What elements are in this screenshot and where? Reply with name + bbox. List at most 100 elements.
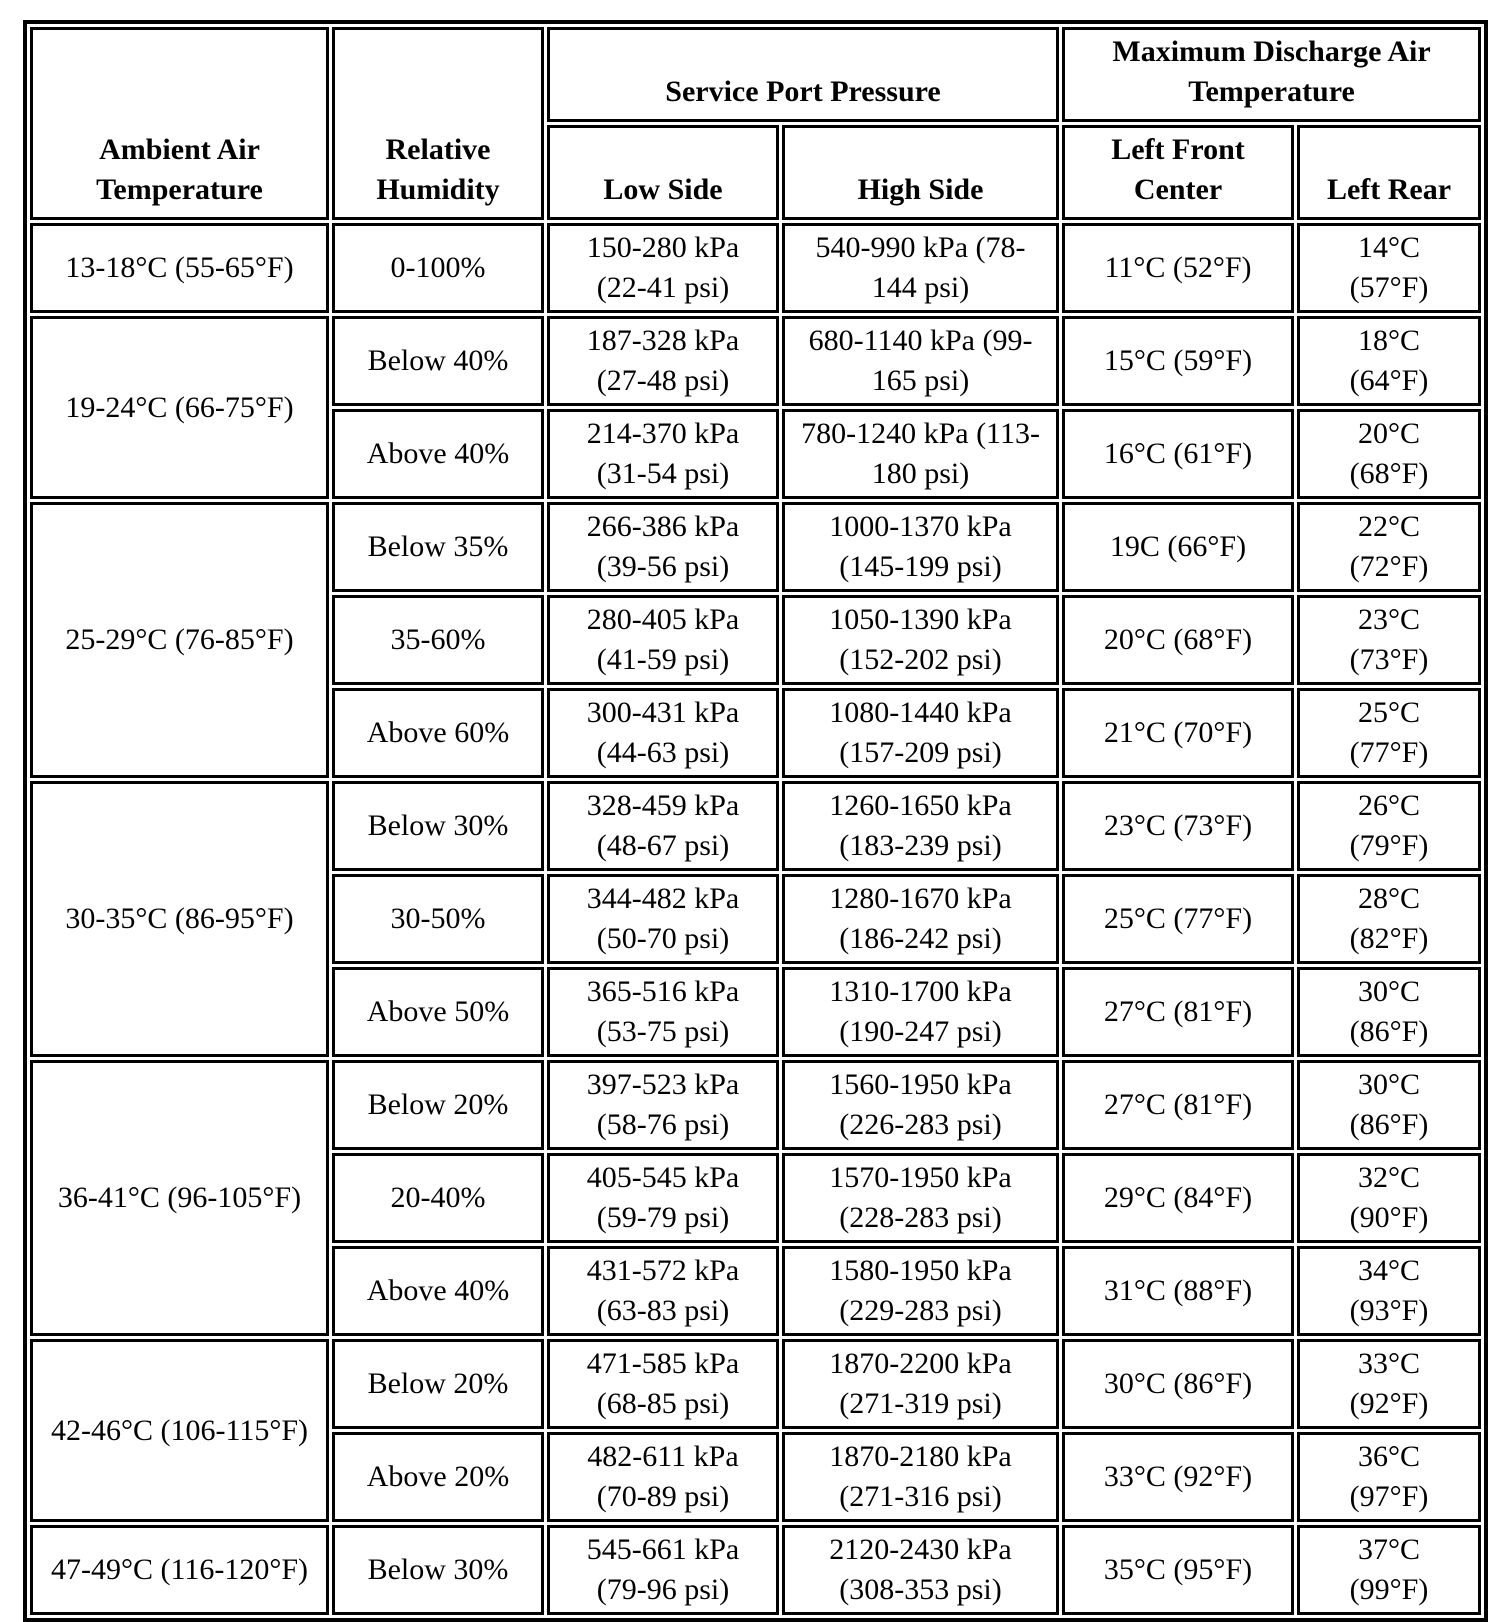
left-rear-cell: 23°C (73°F): [1297, 595, 1482, 685]
header-low-side: Low Side: [547, 125, 779, 220]
left-front-center-cell: 27°C (81°F): [1062, 1060, 1295, 1150]
humidity-cell: Above 40%: [332, 1246, 544, 1336]
high-side-cell: 1560-1950 kPa (226-283 psi): [782, 1060, 1060, 1150]
high-side-cell: 2120-2430 kPa (308-353 psi): [782, 1525, 1060, 1615]
low-side-cell: 405-545 kPa (59-79 psi): [547, 1153, 779, 1243]
left-rear-cell: 34°C (93°F): [1297, 1246, 1482, 1336]
humidity-cell: 30-50%: [332, 874, 544, 964]
ambient-temp-cell: 36-41°C (96-105°F): [30, 1060, 329, 1336]
high-side-cell: 1050-1390 kPa (152-202 psi): [782, 595, 1060, 685]
ambient-temp-cell: 30-35°C (86-95°F): [30, 781, 329, 1057]
left-rear-cell: 30°C (86°F): [1297, 1060, 1482, 1150]
low-side-cell: 150-280 kPa (22-41 psi): [547, 223, 779, 313]
low-side-cell: 266-386 kPa (39-56 psi): [547, 502, 779, 592]
humidity-cell: Below 30%: [332, 781, 544, 871]
header-left-front-center: Left Front Center: [1062, 125, 1295, 220]
left-front-center-cell: 27°C (81°F): [1062, 967, 1295, 1057]
left-front-center-cell: 21°C (70°F): [1062, 688, 1295, 778]
table-row: Above 20% 482-611 kPa (70-89 psi) 1870-2…: [30, 1432, 1482, 1522]
header-left-rear: Left Rear: [1297, 125, 1482, 220]
left-rear-cell: 22°C (72°F): [1297, 502, 1482, 592]
table-row: Above 40% 431-572 kPa (63-83 psi) 1580-1…: [30, 1246, 1482, 1336]
low-side-cell: 471-585 kPa (68-85 psi): [547, 1339, 779, 1429]
left-rear-cell: 30°C (86°F): [1297, 967, 1482, 1057]
header-maximum-discharge-air-temperature: Maximum Discharge Air Temperature: [1062, 27, 1482, 122]
high-side-cell: 1260-1650 kPa (183-239 psi): [782, 781, 1060, 871]
table-row: 30-35°C (86-95°F) Below 30% 328-459 kPa …: [30, 781, 1482, 1057]
humidity-cell: 35-60%: [332, 595, 544, 685]
high-side-cell: 1870-2200 kPa (271-319 psi): [782, 1339, 1060, 1429]
left-rear-cell: 32°C (90°F): [1297, 1153, 1482, 1243]
low-side-cell: 545-661 kPa (79-96 psi): [547, 1525, 779, 1615]
table-row: Above 60% 300-431 kPa (44-63 psi) 1080-1…: [30, 688, 1482, 778]
left-rear-cell: 36°C (97°F): [1297, 1432, 1482, 1522]
table-row: 25-29°C (76-85°F) Below 35% 266-386 kPa …: [30, 502, 1482, 778]
table-row: 30-50% 344-482 kPa (50-70 psi) 1280-1670…: [30, 874, 1482, 964]
ambient-temp-cell: 25-29°C (76-85°F): [30, 502, 329, 778]
low-side-cell: 187-328 kPa (27-48 psi): [547, 316, 779, 406]
left-rear-cell: 25°C (77°F): [1297, 688, 1482, 778]
high-side-cell: 540-990 kPa (78- 144 psi): [782, 223, 1060, 313]
high-side-cell: 1080-1440 kPa (157-209 psi): [782, 688, 1060, 778]
left-front-center-cell: 20°C (68°F): [1062, 595, 1295, 685]
humidity-cell: Above 20%: [332, 1432, 544, 1522]
low-side-cell: 397-523 kPa (58-76 psi): [547, 1060, 779, 1150]
ambient-temp-cell: 47-49°C (116-120°F): [30, 1525, 329, 1615]
left-front-center-cell: 31°C (88°F): [1062, 1246, 1295, 1336]
low-side-cell: 214-370 kPa (31-54 psi): [547, 409, 779, 499]
high-side-cell: 1570-1950 kPa (228-283 psi): [782, 1153, 1060, 1243]
ambient-temp-cell: 42-46°C (106-115°F): [30, 1339, 329, 1522]
left-front-center-cell: 23°C (73°F): [1062, 781, 1295, 871]
left-front-center-cell: 16°C (61°F): [1062, 409, 1295, 499]
left-front-center-cell: 35°C (95°F): [1062, 1525, 1295, 1615]
low-side-cell: 280-405 kPa (41-59 psi): [547, 595, 779, 685]
humidity-cell: Below 20%: [332, 1339, 544, 1429]
high-side-cell: 1310-1700 kPa (190-247 psi): [782, 967, 1060, 1057]
left-front-center-cell: 29°C (84°F): [1062, 1153, 1295, 1243]
left-front-center-cell: 25°C (77°F): [1062, 874, 1295, 964]
table-row: 13-18°C (55-65°F) 0-100% 150-280 kPa (22…: [30, 223, 1482, 313]
table-row: 47-49°C (116-120°F) Below 30% 545-661 kP…: [30, 1525, 1482, 1615]
left-rear-cell: 33°C (92°F): [1297, 1339, 1482, 1429]
low-side-cell: 431-572 kPa (63-83 psi): [547, 1246, 779, 1336]
left-front-center-cell: 30°C (86°F): [1062, 1339, 1295, 1429]
low-side-cell: 344-482 kPa (50-70 psi): [547, 874, 779, 964]
table-row: Above 40% 214-370 kPa (31-54 psi) 780-12…: [30, 409, 1482, 499]
table-row: 36-41°C (96-105°F) Below 20% 397-523 kPa…: [30, 1060, 1482, 1336]
high-side-cell: 1280-1670 kPa (186-242 psi): [782, 874, 1060, 964]
humidity-cell: 20-40%: [332, 1153, 544, 1243]
low-side-cell: 328-459 kPa (48-67 psi): [547, 781, 779, 871]
high-side-cell: 780-1240 kPa (113- 180 psi): [782, 409, 1060, 499]
left-front-center-cell: 33°C (92°F): [1062, 1432, 1295, 1522]
low-side-cell: 365-516 kPa (53-75 psi): [547, 967, 779, 1057]
header-relative-humidity: Relative Humidity: [332, 27, 544, 220]
table-row: Above 50% 365-516 kPa (53-75 psi) 1310-1…: [30, 967, 1482, 1057]
left-rear-cell: 14°C (57°F): [1297, 223, 1482, 313]
ac-service-pressure-temp-table: Ambient Air Temperature Relative Humidit…: [23, 20, 1489, 1622]
header-service-port-pressure: Service Port Pressure: [547, 27, 1060, 122]
high-side-cell: 1870-2180 kPa (271-316 psi): [782, 1432, 1060, 1522]
header-high-side: High Side: [782, 125, 1060, 220]
left-front-center-cell: 15°C (59°F): [1062, 316, 1295, 406]
high-side-cell: 680-1140 kPa (99- 165 psi): [782, 316, 1060, 406]
humidity-cell: Above 40%: [332, 409, 544, 499]
humidity-cell: 0-100%: [332, 223, 544, 313]
left-rear-cell: 37°C (99°F): [1297, 1525, 1482, 1615]
high-side-cell: 1000-1370 kPa (145-199 psi): [782, 502, 1060, 592]
humidity-cell: Above 50%: [332, 967, 544, 1057]
header-ambient-air-temperature: Ambient Air Temperature: [30, 27, 329, 220]
header-row-2: Low Side High Side Left Front Center Lef…: [30, 125, 1482, 220]
table-row: 42-46°C (106-115°F) Below 20% 471-585 kP…: [30, 1339, 1482, 1522]
ambient-temp-cell: 13-18°C (55-65°F): [30, 223, 329, 313]
left-rear-cell: 20°C (68°F): [1297, 409, 1482, 499]
humidity-cell: Below 20%: [332, 1060, 544, 1150]
low-side-cell: 300-431 kPa (44-63 psi): [547, 688, 779, 778]
header-row-1: Ambient Air Temperature Relative Humidit…: [30, 27, 1482, 220]
table-row: 20-40% 405-545 kPa (59-79 psi) 1570-1950…: [30, 1153, 1482, 1243]
low-side-cell: 482-611 kPa (70-89 psi): [547, 1432, 779, 1522]
high-side-cell: 1580-1950 kPa (229-283 psi): [782, 1246, 1060, 1336]
humidity-cell: Below 40%: [332, 316, 544, 406]
humidity-cell: Below 30%: [332, 1525, 544, 1615]
left-rear-cell: 28°C (82°F): [1297, 874, 1482, 964]
table-row: 19-24°C (66-75°F) Below 40% 187-328 kPa …: [30, 316, 1482, 499]
